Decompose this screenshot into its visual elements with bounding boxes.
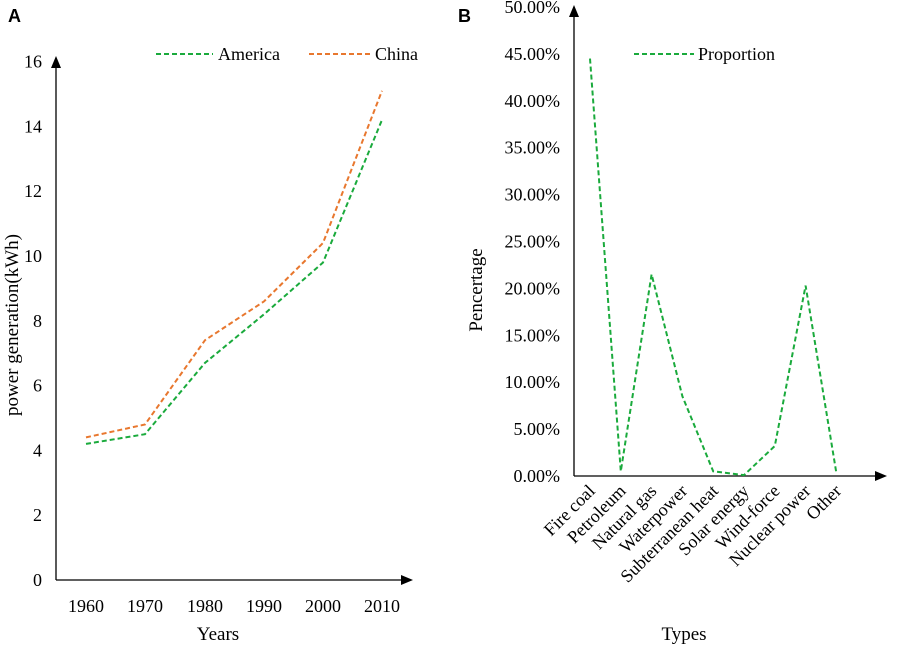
y-tick-label: 45.00% bbox=[505, 44, 561, 64]
x-tick-label: Other bbox=[802, 481, 845, 524]
y-tick-labels-b: 0.00% 5.00% 10.00% 15.00% 20.00% 25.00% 30.00%… bbox=[505, 0, 561, 486]
y-tick-label: 50.00% bbox=[505, 0, 561, 17]
series-lines-a bbox=[85, 90, 383, 445]
legend-label-america: America bbox=[218, 44, 280, 64]
y-tick-label: 12 bbox=[24, 181, 42, 201]
y-axis-arrow-a bbox=[51, 56, 61, 68]
panel-label-a: A bbox=[8, 6, 21, 26]
x-tick-labels-a: 1960 1970 1980 1990 2000 2010 bbox=[68, 596, 400, 616]
x-tick-label: 2010 bbox=[364, 596, 400, 616]
y-tick-label: 8 bbox=[33, 311, 42, 331]
x-tick-label: 1960 bbox=[68, 596, 104, 616]
y-tick-label: 20.00% bbox=[505, 278, 561, 298]
y-tick-label: 0 bbox=[33, 570, 42, 590]
y-tick-label: 5.00% bbox=[514, 419, 561, 439]
y-tick-label: 30.00% bbox=[505, 185, 561, 205]
y-tick-labels-a: 0 2 4 6 8 10 12 14 16 bbox=[24, 52, 42, 590]
y-tick-label: 2 bbox=[33, 505, 42, 525]
y-tick-label: 15.00% bbox=[505, 325, 561, 345]
y-tick-label: 10.00% bbox=[505, 372, 561, 392]
x-tick-label: 1970 bbox=[127, 596, 163, 616]
y-tick-label: 40.00% bbox=[505, 91, 561, 111]
x-tick-label: 2000 bbox=[305, 596, 341, 616]
y-tick-label: 0.00% bbox=[514, 466, 561, 486]
y-axis-title-a: power generation(kWh) bbox=[2, 234, 23, 416]
y-tick-label: 14 bbox=[24, 116, 42, 136]
y-tick-label: 25.00% bbox=[505, 232, 561, 252]
series-line-china bbox=[85, 90, 383, 439]
series-line-proportion bbox=[589, 58, 838, 477]
y-tick-label: 6 bbox=[33, 376, 42, 396]
chart-panel-a: A 0 2 4 6 8 10 12 14 16 1960 1970 1980 1990 2000 2010… bbox=[2, 6, 418, 645]
x-tick-label: 1980 bbox=[187, 596, 223, 616]
y-tick-label: 10 bbox=[24, 246, 42, 266]
legend-label-proportion: Proportion bbox=[698, 44, 775, 64]
series-lines-b bbox=[589, 58, 838, 477]
x-axis-title-b: Types bbox=[661, 624, 706, 645]
chart-panel-b: B 0.00% 5.00% 10.00% 15.00% 20.00% 25.00% 30.0… bbox=[458, 0, 887, 645]
x-axis-title-a: Years bbox=[197, 624, 239, 645]
y-axis-title-b: Pencertage bbox=[466, 248, 487, 331]
y-tick-label: 35.00% bbox=[505, 138, 561, 158]
legend-label-china: China bbox=[375, 44, 418, 64]
panel-label-b: B bbox=[458, 6, 471, 26]
y-axis-arrow-b bbox=[569, 5, 579, 17]
series-line-america bbox=[85, 119, 383, 445]
y-tick-label: 16 bbox=[24, 52, 42, 72]
x-tick-label: 1990 bbox=[246, 596, 282, 616]
x-axis-arrow-a bbox=[401, 575, 413, 585]
y-tick-label: 4 bbox=[33, 440, 42, 460]
legend-b: Proportion bbox=[634, 44, 775, 64]
legend-a: America China bbox=[156, 44, 418, 64]
x-axis-arrow-b bbox=[875, 471, 887, 481]
